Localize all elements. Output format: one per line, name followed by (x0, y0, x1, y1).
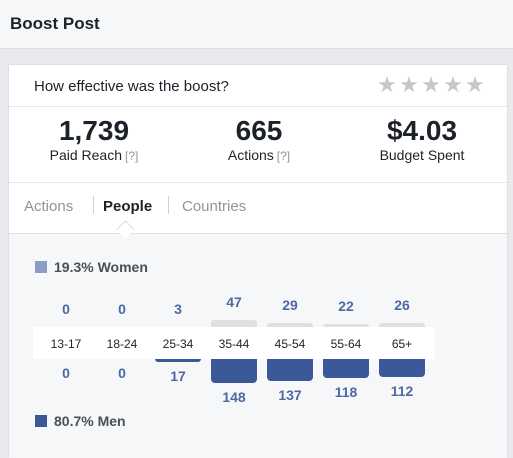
women-swatch (35, 261, 47, 273)
page-header: Boost Post (0, 0, 513, 49)
age-label: 45-54 (274, 337, 306, 351)
women-bar[interactable] (267, 323, 313, 327)
women-count: 47 (226, 294, 242, 310)
men-bar[interactable] (323, 359, 369, 378)
women-label: 19.3% Women (54, 259, 148, 275)
men-bar[interactable] (379, 359, 425, 377)
stat-actions: 665 Actions [?] (179, 115, 339, 164)
divider (9, 182, 507, 183)
women-count: 29 (282, 297, 298, 313)
actions-label: Actions (227, 147, 274, 163)
women-count: 0 (62, 301, 70, 317)
paid-reach-help-link[interactable]: [?] (125, 149, 139, 163)
age-label: 13-17 (50, 337, 82, 351)
age-label: 55-64 (330, 337, 362, 351)
star-rating[interactable]: ★ ★ ★ ★ ★ (376, 72, 486, 98)
tab-separator (168, 196, 169, 214)
people-panel: 19.3% Women 0 0 3 47 29 22 26 13-17 18-24 25-34 3… (9, 233, 507, 458)
boost-results-card: How effective was the boost? ★ ★ ★ ★ ★ 1,739… (8, 64, 508, 458)
star-icon[interactable]: ★ (465, 72, 485, 97)
men-bar[interactable] (155, 359, 201, 362)
age-label: 65+ (391, 337, 413, 351)
age-labels: 13-17 18-24 25-34 35-44 45-54 55-64 65+ (33, 327, 435, 359)
budget-spent-value: $4.03 (386, 115, 458, 146)
women-count: 3 (174, 301, 182, 317)
women-bar[interactable] (211, 320, 257, 327)
age-label: 35-44 (218, 337, 250, 351)
stat-budget-spent: $4.03 Budget Spent (342, 115, 502, 163)
star-icon[interactable]: ★ (421, 72, 441, 97)
men-swatch (35, 415, 47, 427)
tab-people[interactable]: People (103, 198, 153, 215)
women-count: 26 (394, 297, 410, 313)
age-label: 18-24 (106, 337, 138, 351)
men-bar[interactable] (267, 359, 313, 381)
men-count: 148 (222, 389, 246, 405)
age-label: 25-34 (162, 337, 194, 351)
budget-spent-label: Budget Spent (379, 147, 465, 163)
tab-separator (93, 196, 94, 214)
star-icon[interactable]: ★ (377, 72, 397, 97)
women-legend: 19.3% Women (35, 259, 148, 275)
women-bar[interactable] (323, 324, 369, 327)
men-bar[interactable] (211, 359, 257, 383)
stat-paid-reach: 1,739 Paid Reach [?] (14, 115, 174, 164)
men-count: 0 (118, 365, 126, 381)
rating-question: How effective was the boost? (34, 78, 229, 95)
paid-reach-label: Paid Reach (49, 147, 123, 163)
page-title: Boost Post (10, 14, 100, 33)
actions-value: 665 (235, 115, 283, 146)
men-count: 17 (170, 368, 186, 384)
men-label: 80.7% Men (54, 413, 126, 429)
men-count: 112 (390, 383, 414, 399)
star-icon[interactable]: ★ (443, 72, 463, 97)
tab-countries[interactable]: Countries (182, 198, 247, 215)
women-count: 22 (338, 298, 354, 314)
tab-actions[interactable]: Actions (24, 198, 74, 215)
divider (9, 106, 507, 107)
men-legend: 80.7% Men (35, 413, 126, 429)
women-count: 0 (118, 301, 126, 317)
men-count: 118 (334, 384, 358, 400)
star-icon[interactable]: ★ (399, 72, 419, 97)
men-count: 0 (62, 365, 70, 381)
women-bar[interactable] (379, 323, 425, 327)
men-count: 137 (278, 387, 302, 403)
tab-bar: Actions People Countries (9, 183, 507, 233)
actions-help-link[interactable]: [?] (276, 149, 291, 163)
paid-reach-value: 1,739 (58, 115, 130, 146)
